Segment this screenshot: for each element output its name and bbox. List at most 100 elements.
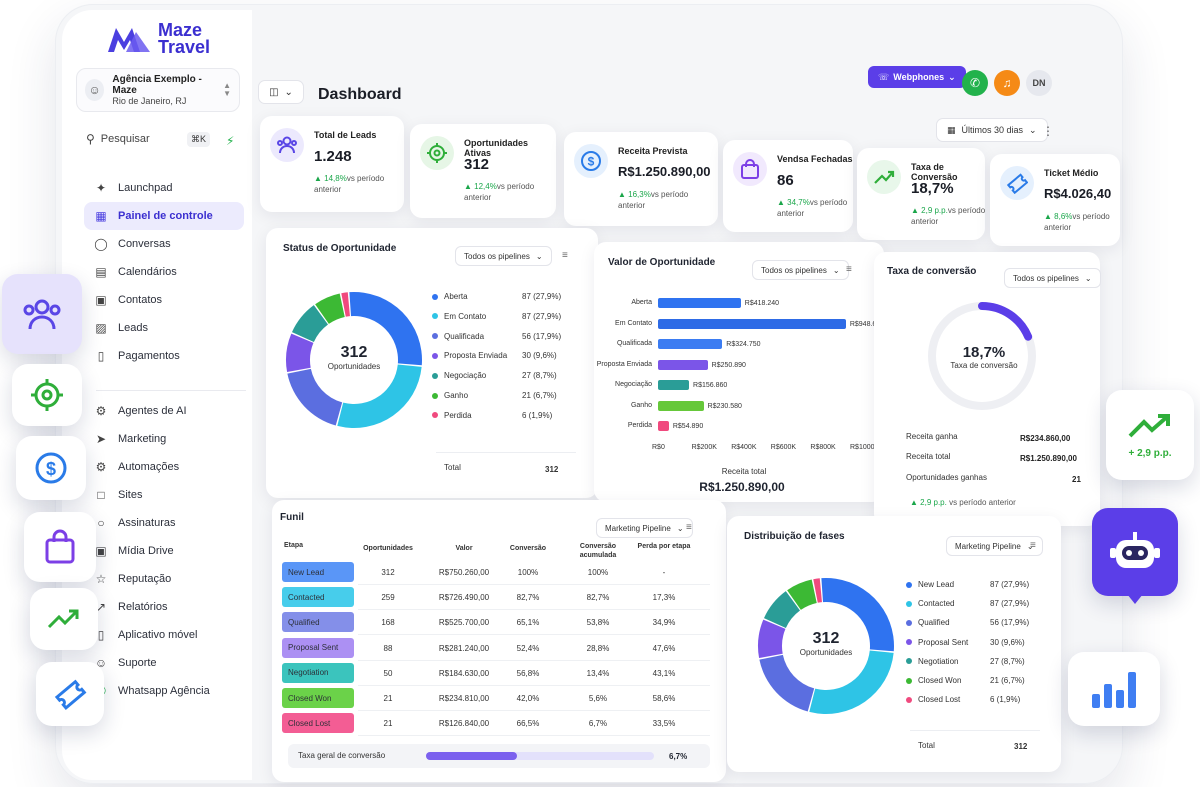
sidebar-item-main-5[interactable]: ▨ Leads: [84, 314, 244, 342]
valor-bar[interactable]: [658, 400, 704, 411]
sidebar-item-main-0[interactable]: ✦ Launchpad: [84, 174, 244, 202]
sidebar-item-secondary-7[interactable]: ↗ Relatórios: [84, 593, 244, 621]
funil-row-divider: [358, 710, 710, 711]
brand-logo[interactable]: Maze Travel: [106, 21, 210, 56]
fases-donut-slice-0[interactable]: [821, 578, 894, 652]
robot-icon: [1110, 532, 1160, 568]
conversao-title: Taxa de conversão: [887, 266, 977, 277]
sidebar-item-secondary-3[interactable]: □ Sites: [84, 481, 244, 509]
valor-bar[interactable]: [658, 380, 690, 390]
funil-stage[interactable]: Proposal Sent: [282, 637, 354, 658]
layout-toggle-button[interactable]: ◫ ⌄: [258, 80, 304, 104]
sidebar-item-main-4[interactable]: ▣ Contatos: [84, 286, 244, 314]
sidebar-item-secondary-6[interactable]: ☆ Reputação: [84, 565, 244, 593]
filter-icon[interactable]: ≡: [1030, 540, 1036, 551]
more-options-icon[interactable]: ⋮: [1042, 124, 1054, 138]
filter-icon[interactable]: ≡: [686, 522, 692, 533]
kpi-card[interactable]: Ticket Médio R$4.026,40 ▲ 8,6%vs período a…: [990, 154, 1120, 246]
valor-bar[interactable]: [658, 318, 846, 329]
fases-donut-slice-2[interactable]: [759, 654, 815, 712]
status-legend-dot: [432, 392, 438, 399]
status-legend-value: 87 (27,9%): [522, 292, 562, 301]
phone-icon: ✆: [969, 76, 981, 90]
status-legend-label: Negociação: [444, 371, 487, 381]
phone-call-button[interactable]: ✆: [962, 70, 988, 96]
kpi-card[interactable]: Total de Leads 1.248 ▲ 14,8%vs período ant…: [260, 116, 404, 212]
sidebar-item-secondary-10[interactable]: ✆Whatsapp Agência: [84, 677, 244, 705]
status-donut-slice-2[interactable]: [287, 368, 343, 426]
sidebar-item-label: Pagamentos: [118, 350, 180, 362]
sidebar-item-main-1[interactable]: ▦ Painel de controle: [84, 202, 244, 230]
sidebar-item-secondary-2[interactable]: ⚙ Automações: [84, 453, 244, 481]
fases-donut-slice-6[interactable]: [813, 578, 822, 603]
fases-legend-item: Proposal Sent: [906, 638, 968, 647]
valor-bar[interactable]: [658, 298, 741, 308]
funil-stage[interactable]: Closed Won: [282, 688, 354, 708]
status-pipeline-filter[interactable]: Todos os pipelines ⌄: [455, 246, 552, 266]
org-switcher[interactable]: ☺ Agência Exemplo - Maze Rio de Janeiro,…: [76, 68, 240, 112]
fases-donut-slice-4[interactable]: [763, 591, 800, 628]
status-donut-slice-4[interactable]: [291, 305, 328, 342]
sidebar-item-secondary-5[interactable]: ▣ Mídia Drive: [84, 537, 244, 565]
sidebar-item-label: Relatórios: [118, 601, 168, 613]
funil-stage[interactable]: Closed Lost: [282, 713, 354, 734]
sidebar-item-main-3[interactable]: ▤ Calendários: [84, 258, 244, 286]
fases-pipeline-filter[interactable]: Marketing Pipeline ⌄: [946, 536, 1043, 556]
funil-cell-value: R$281.240,00: [438, 643, 490, 653]
status-title: Status de Oportunidade: [283, 243, 397, 254]
fases-donut-slice-3[interactable]: [758, 619, 786, 659]
sidebar-item-secondary-9[interactable]: ☺ Suporte: [84, 649, 244, 677]
conversao-row-value: R$234.860,00: [1020, 434, 1071, 443]
funil-stage[interactable]: Qualified: [282, 612, 354, 633]
trend-up-icon: [1128, 413, 1170, 437]
kpi-card[interactable]: Taxa de Conversão 18,7% ▲ 2,9 p.p.vs perío…: [857, 148, 985, 240]
status-donut-slice-1[interactable]: [337, 364, 422, 428]
fases-legend-dot: [906, 639, 912, 646]
funil-stage[interactable]: New Lead: [282, 562, 354, 582]
status-donut-slice-6[interactable]: [341, 292, 350, 317]
sidebar-item-main-6[interactable]: ▯ Pagamentos: [84, 342, 244, 370]
funil-pipeline-filter[interactable]: Marketing Pipeline ⌄: [596, 518, 693, 538]
phone-icon: ▯: [97, 628, 105, 642]
valor-bar[interactable]: [658, 359, 708, 370]
valor-x-tick: R$400K: [731, 444, 757, 451]
status-legend-item: Qualificada: [432, 332, 484, 341]
bolt-icon[interactable]: ⚡: [226, 134, 235, 148]
status-donut-slice-5[interactable]: [315, 293, 345, 324]
user-avatar[interactable]: DN: [1026, 70, 1052, 96]
fases-legend-value: 6 (1,9%): [990, 695, 1021, 705]
sidebar-item-secondary-0[interactable]: ⚙ Agentes de AI: [84, 397, 244, 425]
sidebar-item-secondary-1[interactable]: ➤ Marketing: [84, 425, 244, 453]
search-input[interactable]: ⚲ Pesquisar ⌘K: [80, 126, 216, 152]
webphones-button[interactable]: ☏ Webphones ⌄: [868, 66, 966, 88]
status-legend-value: 87 (27,9%): [522, 311, 562, 321]
funil-row-divider: [358, 735, 710, 737]
fases-donut-slice-1[interactable]: [809, 650, 894, 714]
kpi-card[interactable]: Oportunidades Ativas 312 ▲ 12,4%vs período…: [410, 124, 556, 218]
status-donut-slice-3[interactable]: [286, 333, 314, 373]
sidebar-item-secondary-8[interactable]: ▯ Aplicativo móvel: [84, 621, 244, 649]
kpi-card[interactable]: Vendsa Fechadas 86 ▲ 34,7%vs período anter…: [723, 140, 853, 232]
notifications-button[interactable]: ♫: [994, 70, 1020, 96]
date-range-select[interactable]: ▦ Últimos 30 dias ⌄: [936, 118, 1048, 142]
valor-bar-value: R$230.580: [707, 402, 742, 410]
bar-chart-icon: [1092, 672, 1136, 708]
conversao-pipeline-filter[interactable]: Todos os pipelines ⌄: [1004, 268, 1101, 288]
funil-stage[interactable]: Contacted: [282, 587, 354, 608]
status-donut-slice-0[interactable]: [349, 292, 422, 366]
fases-donut-slice-5[interactable]: [787, 579, 817, 610]
valor-card: [594, 242, 884, 502]
funil-cell-count: 168: [381, 618, 395, 628]
valor-bar[interactable]: [658, 339, 723, 349]
filter-icon[interactable]: ≡: [846, 264, 852, 275]
sidebar-item-secondary-4[interactable]: ○ Assinaturas: [84, 509, 244, 537]
kpi-value: 312: [464, 156, 490, 173]
sidebar-item-main-2[interactable]: ◯ Conversas: [84, 230, 244, 258]
conversao-delta-value: 2,9 p.p.: [920, 498, 947, 507]
valor-bar[interactable]: [658, 421, 669, 431]
kpi-card[interactable]: $ Receita Prevista R$1.250.890,00 ▲ 16,3%vs…: [564, 132, 718, 226]
funil-stage[interactable]: Negotiation: [282, 662, 354, 683]
filter-icon[interactable]: ≡: [562, 250, 568, 261]
sidebar-item-label: Agentes de AI: [118, 405, 187, 417]
valor-pipeline-filter[interactable]: Todos os pipelines ⌄: [752, 260, 849, 280]
